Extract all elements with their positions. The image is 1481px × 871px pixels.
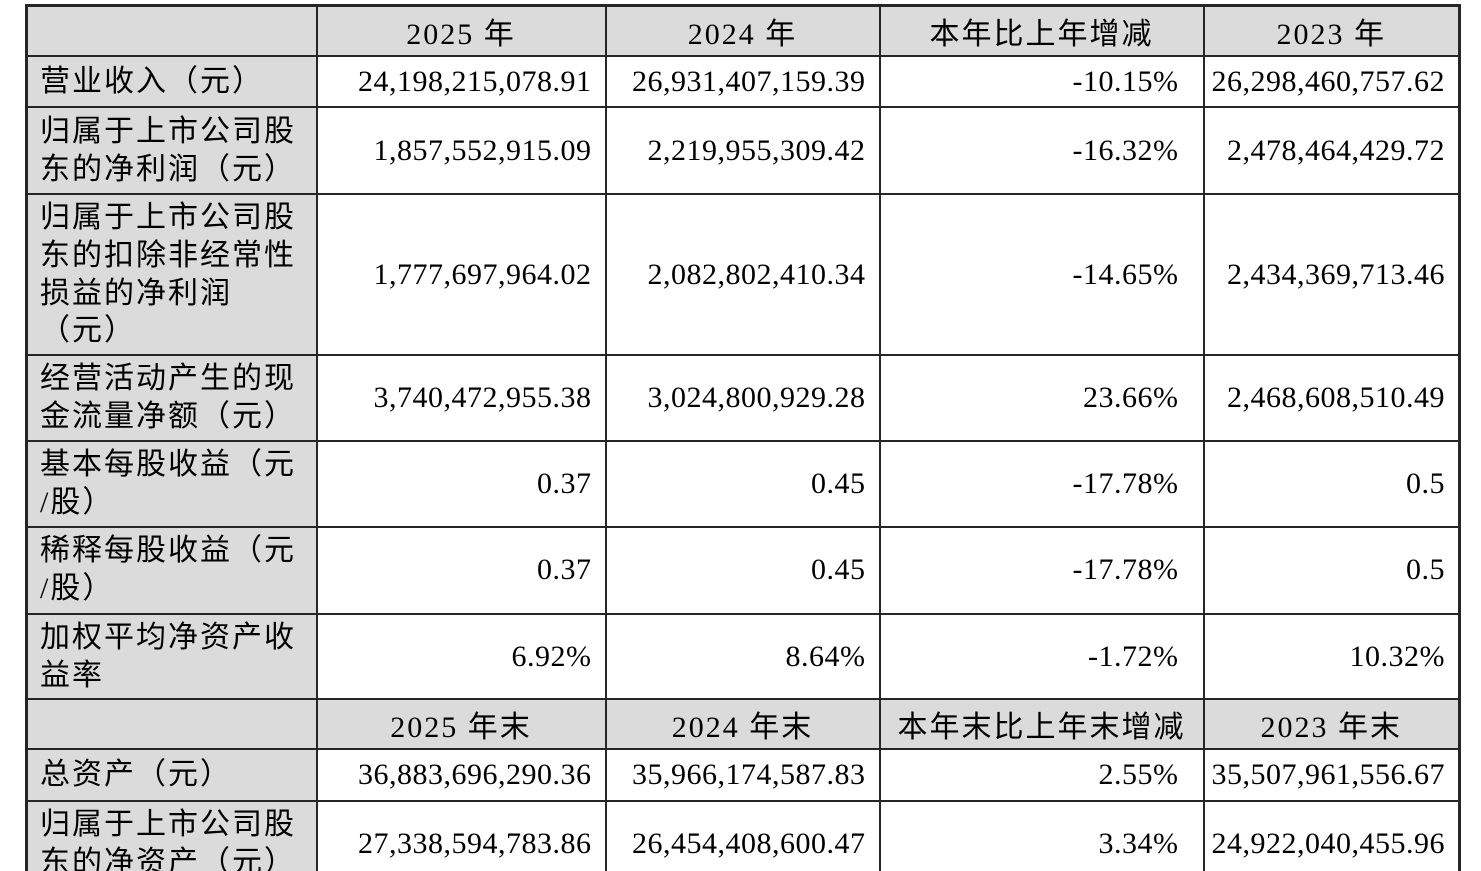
metric-label: 归属于上市公司股 东的净利润（元）: [25, 106, 318, 195]
period-end-header-row: 2025 年末 2024 年末 本年末比上年末增减 2023 年末: [25, 698, 1461, 751]
metric-label: 归属于上市公司股 东的净资产（元）: [25, 800, 318, 871]
value-2025: 0.37: [315, 440, 607, 528]
table-row-revenue: 营业收入（元） 24,198,215,078.91 26,931,407,159…: [25, 55, 1461, 108]
value-2025: 0.37: [315, 525, 607, 615]
value-2025: 3,740,472,955.38: [315, 354, 607, 443]
value-2025: 27,338,594,783.86: [315, 800, 607, 871]
value-2024: 2,219,955,309.42: [604, 106, 881, 195]
header-year-2023: 2023 年: [1202, 4, 1461, 57]
yoy-change-value: 23.66%: [878, 354, 1205, 443]
value-2024: 0.45: [604, 440, 881, 528]
value-2023: 0.5: [1202, 525, 1461, 615]
value-2024: 8.64%: [604, 612, 881, 701]
header-end-2025: 2025 年末: [315, 698, 607, 751]
yoy-change-value: -10.15%: [878, 55, 1205, 108]
financial-summary-table: 2025 年 2024 年 本年比上年增减 2023 年 营业收入（元） 24,…: [25, 4, 1461, 871]
table-row-net-profit: 归属于上市公司股 东的净利润（元） 1,857,552,915.09 2,219…: [25, 106, 1461, 195]
yoy-change-value: -17.78%: [878, 525, 1205, 615]
annual-header-row: 2025 年 2024 年 本年比上年增减 2023 年: [25, 4, 1461, 57]
header-yoy-change: 本年比上年增减: [878, 4, 1205, 57]
value-2023: 35,507,961,556.67: [1202, 748, 1461, 803]
yoy-change-value: -16.32%: [878, 106, 1205, 195]
value-2024: 35,966,174,587.83: [604, 748, 881, 803]
value-2025: 36,883,696,290.36: [315, 748, 607, 803]
value-2023: 0.5: [1202, 440, 1461, 528]
value-2023: 2,434,369,713.46: [1202, 192, 1461, 357]
value-2024: 26,454,408,600.47: [604, 800, 881, 871]
value-2025: 1,857,552,915.09: [315, 106, 607, 195]
yoy-change-value: -17.78%: [878, 440, 1205, 528]
table-row-total-assets: 总资产（元） 36,883,696,290.36 35,966,174,587.…: [25, 748, 1461, 803]
value-2023: 24,922,040,455.96: [1202, 800, 1461, 871]
value-2025: 6.92%: [315, 612, 607, 701]
table-row-diluted-eps: 稀释每股收益（元 /股） 0.37 0.45 -17.78% 0.5: [25, 525, 1461, 615]
table-row-deducted-net-profit: 归属于上市公司股 东的扣除非经常性 损益的净利润 （元） 1,777,697,9…: [25, 192, 1461, 357]
header-end-2024: 2024 年末: [604, 698, 881, 751]
header-end-2023: 2023 年末: [1202, 698, 1461, 751]
value-2023: 26,298,460,757.62: [1202, 55, 1461, 108]
metric-label: 总资产（元）: [25, 748, 318, 803]
table-row-net-assets: 归属于上市公司股 东的净资产（元） 27,338,594,783.86 26,4…: [25, 800, 1461, 871]
header-end-yoy-change: 本年末比上年末增减: [878, 698, 1205, 751]
metric-label: 营业收入（元）: [25, 55, 318, 108]
value-2024: 26,931,407,159.39: [604, 55, 881, 108]
yoy-change-value: 2.55%: [878, 748, 1205, 803]
value-2023: 2,468,608,510.49: [1202, 354, 1461, 443]
value-2024: 3,024,800,929.28: [604, 354, 881, 443]
yoy-change-value: 3.34%: [878, 800, 1205, 871]
yoy-change-value: -1.72%: [878, 612, 1205, 701]
metric-label: 归属于上市公司股 东的扣除非经常性 损益的净利润 （元）: [25, 192, 318, 357]
value-2024: 2,082,802,410.34: [604, 192, 881, 357]
metric-label: 加权平均净资产收 益率: [25, 612, 318, 701]
header-year-2025: 2025 年: [315, 4, 607, 57]
value-2024: 0.45: [604, 525, 881, 615]
header-empty-cell: [25, 698, 318, 751]
metric-label: 经营活动产生的现 金流量净额（元）: [25, 354, 318, 443]
table-row-operating-cash-flow: 经营活动产生的现 金流量净额（元） 3,740,472,955.38 3,024…: [25, 354, 1461, 443]
header-year-2024: 2024 年: [604, 4, 881, 57]
yoy-change-value: -14.65%: [878, 192, 1205, 357]
value-2023: 10.32%: [1202, 612, 1461, 701]
value-2023: 2,478,464,429.72: [1202, 106, 1461, 195]
metric-label: 基本每股收益（元 /股）: [25, 440, 318, 528]
table-row-weighted-avg-roe: 加权平均净资产收 益率 6.92% 8.64% -1.72% 10.32%: [25, 612, 1461, 701]
header-empty-cell: [25, 4, 318, 57]
table-row-basic-eps: 基本每股收益（元 /股） 0.37 0.45 -17.78% 0.5: [25, 440, 1461, 528]
metric-label: 稀释每股收益（元 /股）: [25, 525, 318, 615]
value-2025: 1,777,697,964.02: [315, 192, 607, 357]
value-2025: 24,198,215,078.91: [315, 55, 607, 108]
